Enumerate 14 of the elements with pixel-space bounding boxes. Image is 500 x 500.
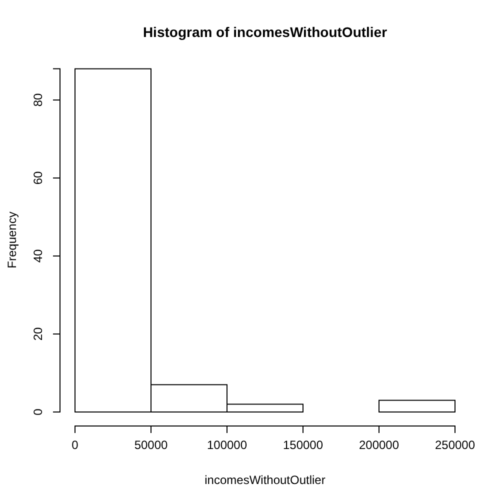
chart-title: Histogram of incomesWithoutOutlier bbox=[142, 24, 388, 40]
y-tick-label: 80 bbox=[31, 93, 45, 107]
x-tick-label: 150000 bbox=[282, 438, 324, 452]
x-axis-title: incomesWithoutOutlier bbox=[204, 473, 326, 487]
x-tick-label: 0 bbox=[72, 438, 79, 452]
y-tick-label: 0 bbox=[31, 408, 45, 416]
x-tick-label: 50000 bbox=[134, 438, 168, 452]
y-tick-label: 20 bbox=[31, 327, 45, 341]
y-axis-title: Frequency bbox=[5, 212, 19, 268]
y-tick-label: 60 bbox=[31, 171, 45, 185]
x-tick-label: 250000 bbox=[434, 438, 476, 452]
y-tick-label: 40 bbox=[31, 249, 45, 263]
x-tick-label: 100000 bbox=[206, 438, 248, 452]
x-tick-label: 200000 bbox=[358, 438, 400, 452]
